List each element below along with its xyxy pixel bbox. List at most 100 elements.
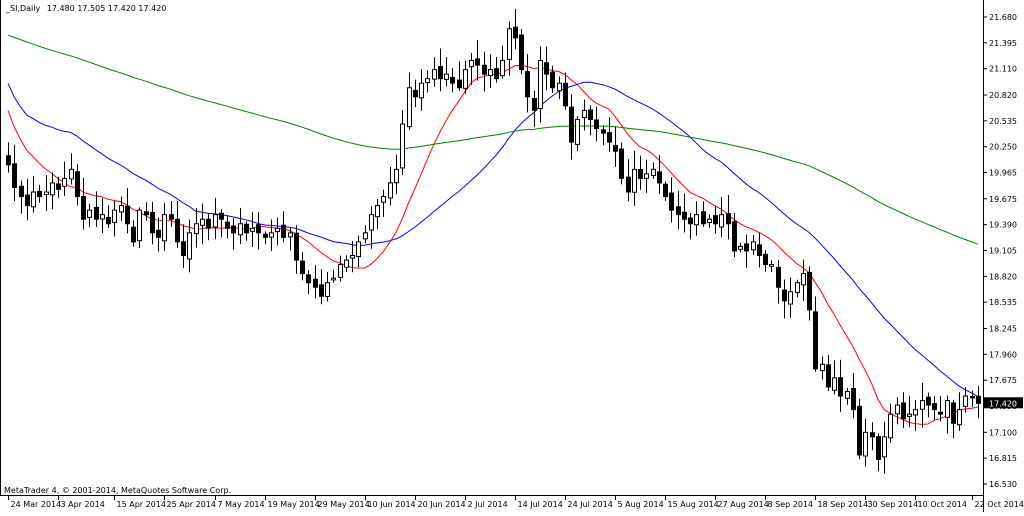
candle-body-bull (238, 223, 243, 236)
candle (795, 279, 800, 298)
candle-body-bull (325, 282, 330, 297)
candle (275, 217, 280, 245)
x-tick-label: 5 Aug 2014 (618, 500, 664, 509)
candle-body-bull (920, 400, 925, 410)
x-tick-label: 20 Jun 2014 (418, 500, 466, 509)
candle-body-bear (25, 194, 30, 207)
candle-body-bull (394, 168, 399, 184)
candle-body-bear (281, 224, 286, 238)
candle-body-bear (156, 229, 161, 238)
candle (231, 218, 236, 250)
candle (951, 400, 956, 439)
candle (851, 372, 856, 419)
candle (644, 159, 649, 193)
candle (863, 419, 868, 467)
candle (619, 142, 624, 185)
candle (807, 266, 812, 321)
candle-body-bull (275, 227, 280, 233)
candle (575, 116, 580, 152)
candle (450, 68, 455, 93)
candle-body-bull (187, 232, 192, 260)
candle-body-bull (62, 177, 67, 187)
candle-body-bull (788, 291, 793, 305)
candle-body-bear (457, 79, 462, 89)
x-tick-label: 10 Jun 2014 (368, 500, 416, 509)
y-tick-label: 21.110 (989, 65, 1017, 74)
candle (425, 70, 430, 93)
candle-body-bear (744, 243, 749, 252)
candle-body-bear (938, 411, 943, 415)
candle-body-bear (926, 396, 931, 406)
candle (375, 198, 380, 229)
candle-body-bear (550, 71, 555, 89)
candle-body-bull (719, 214, 724, 228)
candle (488, 54, 493, 89)
candle (200, 203, 205, 245)
candle-body-bull (845, 391, 850, 399)
candle-body-bull (162, 214, 167, 242)
candle (882, 421, 887, 474)
candle (870, 422, 875, 451)
candle-body-bear (870, 432, 875, 438)
ma-mid-line (7, 81, 979, 398)
candle (394, 154, 399, 195)
candle-body-bull (913, 409, 918, 416)
candle-body-bear (513, 26, 518, 39)
y-tick-label: 17.960 (989, 350, 1017, 359)
candle-body-bear (757, 244, 762, 256)
candle (331, 269, 336, 283)
candle (444, 56, 449, 87)
candle-body-bear (6, 155, 11, 166)
y-tick-label: 19.965 (989, 169, 1017, 178)
x-tick-label: 3 Apr 2014 (61, 500, 105, 509)
y-tick-label: 17.675 (989, 376, 1017, 385)
candle-body-bear (613, 144, 618, 152)
candle (363, 224, 368, 244)
candle-body-bear (857, 405, 862, 456)
chart-frame (0, 0, 984, 512)
candle-body-bear (663, 183, 668, 198)
candle-body-bull (194, 223, 199, 235)
candle-body-bull (119, 205, 124, 213)
x-tick-label: 19 May 2014 (268, 500, 320, 509)
candle-body-bear (75, 171, 80, 198)
candle-body-bull (882, 436, 887, 458)
x-tick-label: 2 Jul 2014 (468, 500, 508, 509)
candle (544, 46, 549, 91)
candle (181, 224, 186, 269)
candle (356, 235, 361, 267)
x-tick-label: 7 May 2014 (218, 500, 265, 509)
x-tick-label: 24 Jul 2014 (568, 500, 613, 509)
candle-body-bear (494, 68, 499, 80)
candle-body-bear (313, 278, 318, 288)
candle-body-bear (732, 221, 737, 252)
candle (288, 226, 293, 251)
candle-body-bull (500, 60, 505, 77)
candle-body-bear (12, 163, 17, 188)
candle (419, 69, 424, 111)
y-tick-label: 18.820 (989, 272, 1017, 281)
candle-body-bear (125, 205, 130, 225)
candle-body-bear (225, 221, 230, 229)
candle-body-bear (263, 233, 268, 238)
x-tick-label: 15 Apr 2014 (117, 500, 166, 509)
candle-body-bear (726, 213, 731, 225)
candle (976, 385, 981, 419)
candle (169, 201, 174, 227)
candle (588, 105, 593, 136)
x-tick-label: 25 Apr 2014 (167, 500, 216, 509)
candle-body-bear (901, 402, 906, 420)
candle (150, 201, 155, 245)
candle (669, 177, 674, 223)
candle (626, 159, 631, 202)
candle-body-bull (832, 377, 837, 391)
candle (213, 197, 218, 240)
candle-body-bear (219, 212, 224, 220)
candle (369, 206, 374, 249)
candle-body-bear (37, 190, 42, 198)
candle (156, 217, 161, 252)
candle-body-bear (563, 82, 568, 107)
candle-body-bear (594, 119, 599, 130)
candle-body-bear (19, 185, 24, 198)
